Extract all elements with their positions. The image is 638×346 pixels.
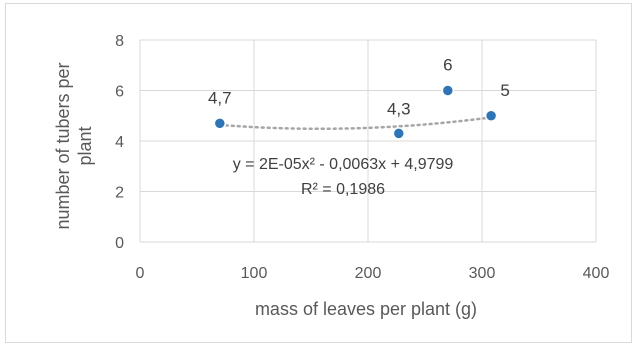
x-tick-label: 200 xyxy=(355,265,382,282)
x-tick-label: 100 xyxy=(241,265,268,282)
trendline-r-squared: R² = 0,1986 xyxy=(301,181,385,198)
y-tick-label: 2 xyxy=(115,185,124,202)
y-tick-label: 0 xyxy=(115,235,124,252)
chart-frame xyxy=(5,3,632,343)
data-point xyxy=(392,127,406,140)
y-axis-title-line: number of tubers per xyxy=(53,62,73,229)
data-labels: 4,7 4,3 6 5 xyxy=(208,56,510,119)
data-point xyxy=(484,109,498,122)
x-tick-label: 400 xyxy=(583,265,610,282)
x-tick-label: 300 xyxy=(469,265,496,282)
data-points xyxy=(213,84,498,140)
y-tick-label: 4 xyxy=(115,134,124,151)
trendline-equation: y = 2E-05x² - 0,0063x + 4,9799 xyxy=(233,156,454,173)
gridlines xyxy=(139,39,597,243)
y-tick-label: 6 xyxy=(115,84,124,101)
x-axis-title: mass of leaves per plant (g) xyxy=(255,299,477,319)
data-label: 6 xyxy=(443,56,452,75)
data-label: 4,3 xyxy=(387,99,411,118)
y-tick-label: 8 xyxy=(115,33,124,50)
data-label: 5 xyxy=(500,81,509,100)
y-axis-title: number of tubers per plant xyxy=(53,62,95,229)
x-tick-label: 0 xyxy=(136,265,145,282)
trendline-curve xyxy=(218,116,493,131)
data-label: 4,7 xyxy=(208,88,232,107)
data-point xyxy=(213,117,227,130)
data-point xyxy=(441,84,455,97)
tick-labels: 0 2 4 6 8 0 100 200 300 400 xyxy=(115,33,609,282)
trendline xyxy=(218,116,493,131)
y-axis-title-line: plant xyxy=(75,126,95,165)
